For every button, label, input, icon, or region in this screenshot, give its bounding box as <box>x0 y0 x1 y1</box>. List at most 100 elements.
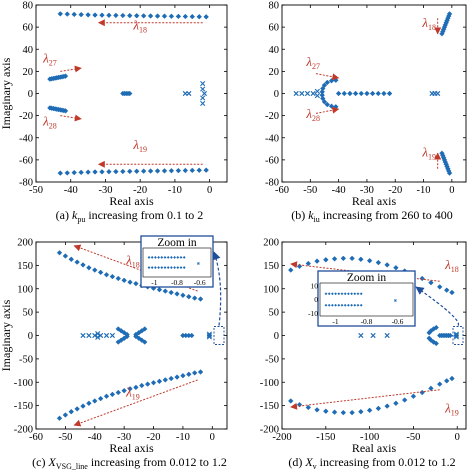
pole-marker-diamond <box>196 13 202 20</box>
x-tick-label: -200 <box>272 432 291 443</box>
zoom-x-tick-label: -1 <box>332 317 338 326</box>
pole-marker-diamond <box>364 90 370 97</box>
pole-marker-x <box>384 332 390 339</box>
pole-marker-diamond <box>321 99 328 105</box>
pole-marker-diamond <box>56 415 63 422</box>
pole-marker-diamond <box>99 169 105 175</box>
x-tick-label: -50 <box>303 185 317 196</box>
x-tick-label: -60 <box>29 432 43 443</box>
pole-marker-diamond <box>446 11 453 17</box>
zoom-x-tick-label: -0.8 <box>171 278 183 287</box>
eigen-label-19: λ19 <box>444 401 459 418</box>
pole-marker-diamond <box>188 332 195 339</box>
y-tick-label: 50 <box>269 308 280 319</box>
x-tick-label: -50 <box>58 432 72 443</box>
x-tick-label: -30 <box>98 185 112 196</box>
pole-marker-diamond <box>314 407 320 413</box>
x-tick-label: 0 <box>210 432 215 443</box>
zoom-marker <box>170 266 173 269</box>
pole-marker-diamond <box>68 256 75 263</box>
pole-marker-diamond <box>428 385 434 392</box>
pole-marker-diamond <box>133 384 139 391</box>
zoom-y-tick-label: -10 <box>308 309 318 318</box>
pole-marker-diamond <box>182 167 189 174</box>
pole-marker-diamond <box>375 259 382 266</box>
pole-marker-x <box>200 86 206 92</box>
y-tick-label: 0 <box>28 89 33 100</box>
pole-marker-diamond <box>68 408 75 415</box>
zoom-inset-border <box>317 270 416 327</box>
y-tick-label: -80 <box>265 178 279 189</box>
x-tick-label: -100 <box>360 432 379 443</box>
pole-marker-diamond <box>189 167 196 174</box>
y-tick-label: 40 <box>23 45 34 56</box>
pole-marker-x <box>370 332 376 339</box>
pole-marker-diamond <box>393 400 399 407</box>
y-tick-label: 20 <box>23 67 34 78</box>
zoom-marker <box>353 292 357 296</box>
pole-marker-diamond <box>80 403 86 409</box>
pole-marker-diamond <box>103 393 110 400</box>
pole-marker-diamond <box>99 12 105 18</box>
pole-marker-diamond <box>92 267 98 273</box>
pole-marker-diamond <box>180 372 186 379</box>
zoom-marker <box>353 303 357 307</box>
eigen-label-27: λ27 <box>42 51 57 68</box>
pole-marker-diamond <box>109 391 116 398</box>
pole-marker-x <box>206 334 212 340</box>
pole-marker-diamond <box>447 332 453 339</box>
pole-marker-diamond <box>180 292 186 299</box>
pole-marker-diamond <box>133 333 139 340</box>
pole-marker-diamond <box>401 397 408 403</box>
pole-marker-diamond <box>144 381 151 387</box>
zoom-inset-border <box>140 235 214 288</box>
y-tick-label: -150 <box>14 401 33 412</box>
panel-caption: (b) kiu increasing from 260 to 400 <box>291 208 453 224</box>
eigen-label-28: λ28 <box>42 114 57 131</box>
pole-marker-diamond <box>85 12 91 18</box>
zoom-inset-frame <box>319 282 414 317</box>
zoom-marker <box>173 256 176 259</box>
pole-marker-x <box>92 332 98 339</box>
x-tick-label: -10 <box>176 432 190 443</box>
pole-marker-diamond <box>150 379 157 386</box>
zoom-marker <box>359 292 363 296</box>
x-tick-label: -50 <box>406 432 420 443</box>
pole-marker-diamond <box>191 295 198 301</box>
y-tick-label: -50 <box>265 354 279 365</box>
pole-marker-diamond <box>139 382 145 389</box>
pole-marker-diamond <box>141 326 148 332</box>
pole-marker-diamond <box>305 404 312 411</box>
pole-marker-diamond <box>175 13 182 20</box>
pole-marker-diamond <box>381 90 387 97</box>
pole-marker-diamond <box>347 90 353 97</box>
pole-marker-diamond <box>323 257 329 263</box>
x-tick-label: -40 <box>64 185 78 196</box>
zoom-marker <box>147 266 151 269</box>
pole-marker-diamond <box>449 289 455 296</box>
pole-marker-diamond <box>115 275 122 282</box>
y-tick-label: 200 <box>263 238 279 249</box>
pole-marker-diamond <box>174 374 180 380</box>
pole-marker-diamond <box>103 271 110 278</box>
x-tick-label: -10 <box>417 185 431 196</box>
pole-marker-diamond <box>127 90 133 97</box>
pole-marker-diamond <box>140 13 147 19</box>
pole-marker-diamond <box>340 409 347 416</box>
zoom-marker <box>356 292 360 296</box>
eigen-label-27: λ27 <box>305 54 320 71</box>
zoom-marker-x <box>394 299 397 302</box>
pole-marker-x <box>201 90 208 97</box>
zoom-x-tick-label: -1 <box>151 278 157 287</box>
zoom-marker <box>173 266 176 269</box>
pole-marker-diamond <box>323 408 329 414</box>
pole-marker-x <box>186 90 192 97</box>
pole-marker-diamond <box>140 168 147 174</box>
zoom-marker <box>350 292 353 296</box>
zoom-marker <box>347 292 350 296</box>
pole-marker-diamond <box>57 11 64 17</box>
chart-panel-a: -50 -40 -30 -20 -10 0 80 60 40 20 0 -20 -40 -60 -80 Rea… <box>0 1 228 224</box>
pole-marker-diamond <box>349 255 355 262</box>
pole-marker-diamond <box>127 12 133 19</box>
pole-marker-diamond <box>433 340 439 347</box>
